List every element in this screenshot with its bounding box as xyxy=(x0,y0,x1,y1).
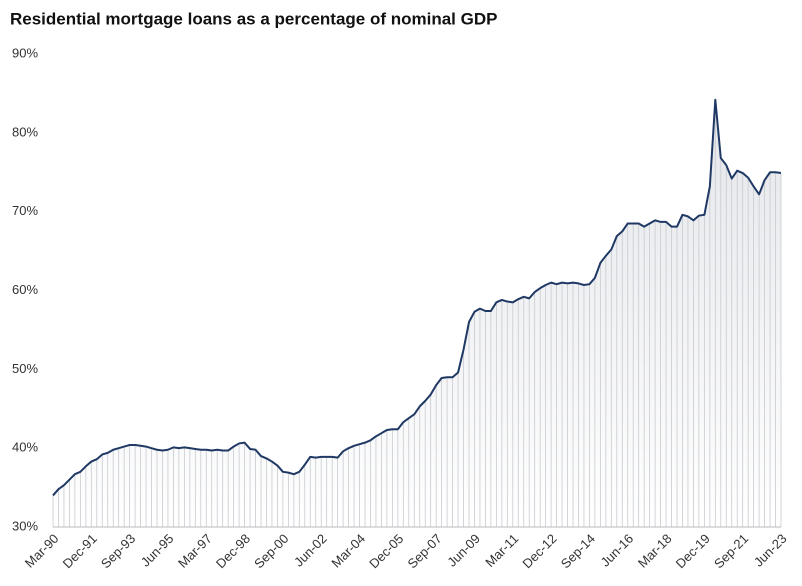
x-tick-label: Dec-98 xyxy=(213,531,253,571)
area-fill xyxy=(53,99,781,528)
y-tick-label: 80% xyxy=(12,124,38,139)
x-tick-label: Jun-02 xyxy=(291,531,330,570)
x-tick-label: Mar-90 xyxy=(22,531,62,571)
y-tick-label: 50% xyxy=(12,361,38,376)
x-tick-label: Sep-07 xyxy=(404,531,444,571)
x-tick-label: Sep-93 xyxy=(98,531,138,571)
x-tick-label: Mar-11 xyxy=(482,531,521,570)
x-tick-label: Sep-14 xyxy=(558,531,598,571)
x-tick-label: Mar-97 xyxy=(175,531,215,571)
chart-title: Residential mortgage loans as a percenta… xyxy=(10,9,497,28)
x-tick-label: Dec-19 xyxy=(673,531,713,571)
x-tick-label: Sep-00 xyxy=(251,531,291,571)
x-tick-label: Mar-04 xyxy=(328,531,368,571)
x-tick-label: Dec-12 xyxy=(519,531,559,571)
y-tick-label: 70% xyxy=(12,203,38,218)
line xyxy=(52,98,782,497)
x-tick-label: Jun-09 xyxy=(444,531,483,570)
x-tick-label: Dec-91 xyxy=(60,531,100,571)
y-tick-label: 60% xyxy=(12,282,38,297)
x-tick-label: Jun-23 xyxy=(751,531,790,570)
y-tick-label: 40% xyxy=(12,440,38,455)
x-tick-label: Mar-18 xyxy=(635,531,675,571)
y-tick-label: 30% xyxy=(12,518,38,533)
x-tick-label: Dec-05 xyxy=(366,531,406,571)
x-tick-label: Jun-95 xyxy=(138,531,177,570)
x-tick-label: Sep-21 xyxy=(711,531,751,571)
x-tick-label: Jun-16 xyxy=(598,531,637,570)
y-tick-label: 90% xyxy=(12,45,38,60)
